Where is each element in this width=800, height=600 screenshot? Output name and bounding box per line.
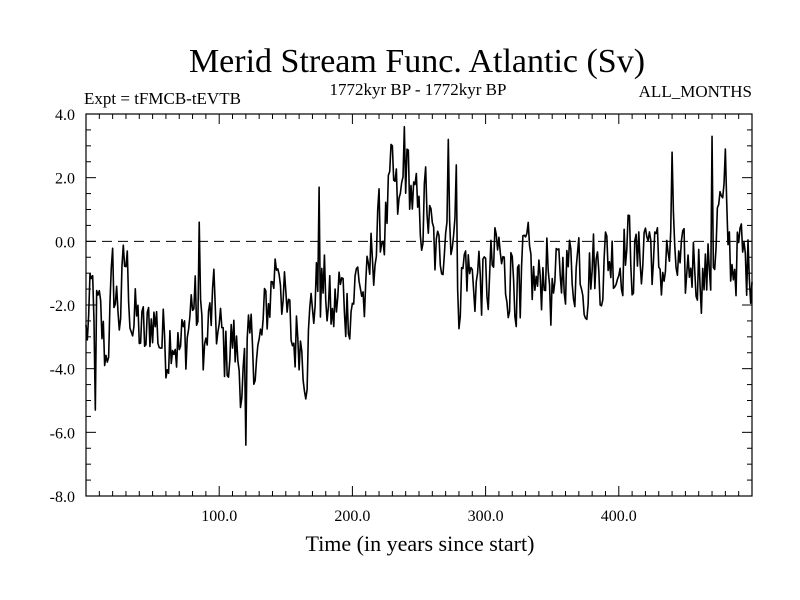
x-tick-label: 300.0 [468,508,504,525]
y-tick-label: -4.0 [50,362,75,379]
y-tick-label: -2.0 [50,298,75,315]
chart-title: Merid Stream Func. Atlantic (Sv) [189,43,645,80]
tick-marks [86,114,752,496]
chart-subtitle-right: ALL_MONTHS [639,82,752,101]
y-tick-label: -8.0 [50,489,75,506]
y-tick-label: 0.0 [55,234,75,251]
series-line [85,125,753,446]
x-tick-labels: 100.0 200.0 300.0 400.0 [201,508,637,525]
y-tick-labels: -8.0 -6.0 -4.0 -2.0 0.0 2.0 4.0 [50,107,75,506]
y-tick-label: 4.0 [55,107,75,124]
plot-frame [85,113,753,497]
x-axis-label: Time (in years since start) [306,531,535,556]
x-tick-label: 400.0 [601,508,637,525]
chart-subtitle-center: 1772kyr BP - 1772kyr BP [330,80,507,99]
y-tick-label: -6.0 [50,425,75,442]
series-layer [85,125,753,446]
x-tick-label: 200.0 [334,508,370,525]
x-tick-label: 100.0 [201,508,237,525]
y-tick-label: 2.0 [55,171,75,188]
chart-subtitle-left: Expt = tFMCB-tEVTB [84,89,241,108]
